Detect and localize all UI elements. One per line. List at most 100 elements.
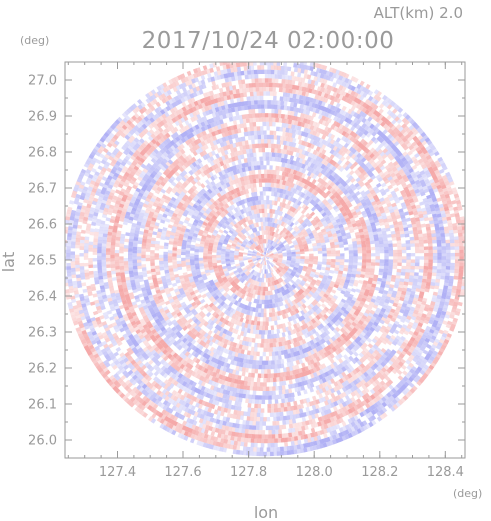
radar-cell: [254, 113, 259, 118]
radar-cell: [186, 330, 193, 336]
radar-cell: [251, 170, 256, 175]
radar-cell: [260, 248, 264, 253]
radar-cell: [192, 304, 199, 309]
radar-cell: [382, 237, 388, 241]
radar-cell: [280, 221, 285, 227]
radar-cell: [260, 254, 265, 257]
radar-cell: [273, 100, 278, 105]
radar-cell: [341, 232, 347, 237]
radar-cell: [334, 321, 340, 327]
radar-cell: [244, 238, 249, 243]
radar-cell: [111, 238, 116, 243]
radar-cell: [287, 321, 292, 327]
radar-cell: [163, 316, 170, 322]
radar-cell: [327, 302, 334, 308]
radar-cell: [400, 272, 406, 276]
radar-cell: [344, 259, 349, 263]
radar-cell: [111, 277, 117, 281]
radar-cell: [208, 193, 214, 199]
radar-cell: [268, 187, 272, 192]
radar-cell: [351, 296, 358, 302]
radar-cell: [107, 235, 112, 239]
radar-cell: [216, 283, 222, 289]
radar-cell: [263, 347, 267, 352]
radar-cell: [237, 232, 243, 238]
radar-cell: [353, 311, 360, 317]
radar-cell: [283, 294, 289, 300]
radar-cell: [339, 281, 345, 286]
radar-cell: [179, 290, 186, 296]
radar-cell: [266, 347, 270, 352]
radar-cell: [179, 160, 186, 166]
radar-cell: [253, 165, 258, 171]
radar-cell: [217, 285, 223, 291]
radar-cell: [300, 251, 305, 255]
radar-cell: [321, 230, 328, 236]
radar-cell: [379, 265, 384, 270]
radar-cell: [176, 189, 182, 195]
radar-cell: [266, 248, 270, 253]
radar-cell: [250, 350, 254, 356]
radar-cell: [248, 174, 253, 180]
radar-cell: [274, 113, 279, 118]
radar-cell: [273, 368, 278, 374]
radar-cell: [295, 249, 300, 253]
radar-cell: [257, 294, 261, 300]
radar-cell: [247, 403, 252, 408]
radar-cell: [274, 289, 278, 295]
radar-cell: [307, 355, 312, 361]
radar-cell: [276, 234, 281, 239]
radar-cell: [419, 265, 424, 270]
radar-cell: [301, 203, 307, 210]
radar-cell: [335, 250, 341, 254]
radar-cell: [298, 265, 304, 269]
radar-cell: [194, 324, 200, 331]
radar-cell: [294, 262, 300, 267]
radar-cell: [375, 253, 380, 257]
radar-cell: [273, 338, 277, 343]
radar-cell: [369, 318, 376, 324]
radar-cell: [266, 304, 270, 309]
radar-cell: [315, 239, 321, 244]
radar-cell: [234, 248, 240, 252]
radar-cell: [171, 311, 177, 317]
radar-cell: [250, 377, 255, 382]
radar-cell: [348, 259, 354, 263]
radar-cell: [281, 162, 286, 168]
radar-cell: [212, 255, 217, 258]
radar-cell: [187, 353, 193, 359]
radar-cell: [277, 100, 281, 106]
radar-cell: [341, 273, 347, 278]
radar-cell: [173, 220, 180, 225]
radar-cell: [242, 331, 247, 337]
radar-cell: [273, 232, 277, 237]
radar-cell: [235, 306, 241, 312]
radar-cell: [264, 239, 267, 244]
radar-cell: [295, 336, 301, 342]
radar-cell: [358, 311, 364, 317]
radar-cell: [276, 188, 281, 193]
radar-cell: [160, 233, 166, 238]
radar-cell: [198, 249, 204, 253]
radar-cell: [301, 348, 307, 354]
radar-cell: [153, 211, 159, 216]
radar-cell: [214, 238, 220, 243]
radar-cell: [208, 166, 214, 172]
radar-cell: [194, 249, 200, 253]
radar-cell: [281, 227, 287, 233]
radar-cell: [267, 139, 271, 144]
radar-cell: [231, 313, 237, 319]
radar-cell: [343, 267, 349, 272]
radar-cell: [244, 345, 249, 351]
radar-cell: [307, 161, 312, 167]
radar-cell: [364, 274, 370, 279]
radar-cell: [329, 325, 335, 332]
radar-cell: [244, 246, 250, 250]
radar-cell: [218, 279, 224, 284]
radar-cell: [292, 147, 297, 153]
radar-cell: [218, 175, 224, 182]
radar-cell: [243, 180, 248, 186]
radar-cell: [355, 308, 361, 314]
radar-cell: [248, 372, 252, 378]
radar-cell: [281, 270, 286, 275]
